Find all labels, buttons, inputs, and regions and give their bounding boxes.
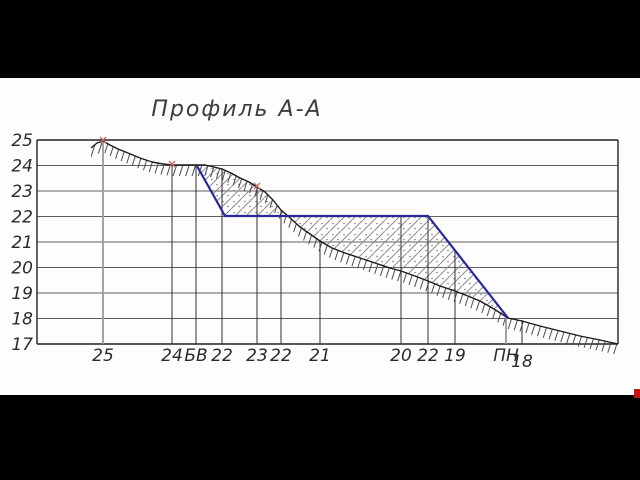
terrain-slope-hatch bbox=[91, 141, 618, 355]
x-axis-label: БВ bbox=[184, 346, 207, 366]
edge-artifact bbox=[634, 389, 640, 398]
x-axis-label: 19 bbox=[444, 346, 466, 366]
survey-markers bbox=[99, 136, 261, 190]
x-axis-label: 23 bbox=[246, 346, 268, 366]
bottom-black-band bbox=[0, 395, 640, 480]
x-axis-label: ПН bbox=[493, 346, 519, 366]
survey-cross-marker bbox=[253, 182, 261, 190]
survey-cross-marker bbox=[168, 160, 176, 168]
y-axis-label: 23 bbox=[11, 182, 33, 202]
y-axis-label: 19 bbox=[11, 284, 33, 304]
chart-title: Профиль А-А bbox=[151, 97, 322, 122]
x-axis-label: 22 bbox=[211, 346, 233, 366]
x-axis-label: 22 bbox=[417, 346, 439, 366]
y-axis-label: 18 bbox=[11, 310, 33, 330]
x-axis-label: 21 bbox=[309, 346, 331, 366]
ground-line bbox=[90, 140, 619, 345]
y-axis-label: 20 bbox=[11, 259, 33, 279]
survey-cross-marker bbox=[99, 136, 107, 144]
horizontal-gridlines bbox=[36, 139, 619, 345]
y-axis-label: 21 bbox=[11, 233, 33, 253]
y-axis-label: 24 bbox=[11, 157, 33, 177]
y-axis-label: 17 bbox=[11, 335, 33, 355]
top-black-band bbox=[0, 0, 640, 78]
x-axis-label: 24 bbox=[161, 346, 183, 366]
x-axis-label: 22 bbox=[270, 346, 292, 366]
vertical-gridlines bbox=[102, 141, 523, 344]
y-axis-label: 25 bbox=[11, 131, 33, 151]
y-axis-label: 22 bbox=[11, 208, 33, 228]
x-axis-label: 18 bbox=[511, 352, 533, 372]
profile-lines bbox=[90, 140, 619, 345]
x-axis-label: 25 bbox=[92, 346, 114, 366]
design-line bbox=[196, 165, 509, 319]
x-axis-label: 20 bbox=[390, 346, 412, 366]
